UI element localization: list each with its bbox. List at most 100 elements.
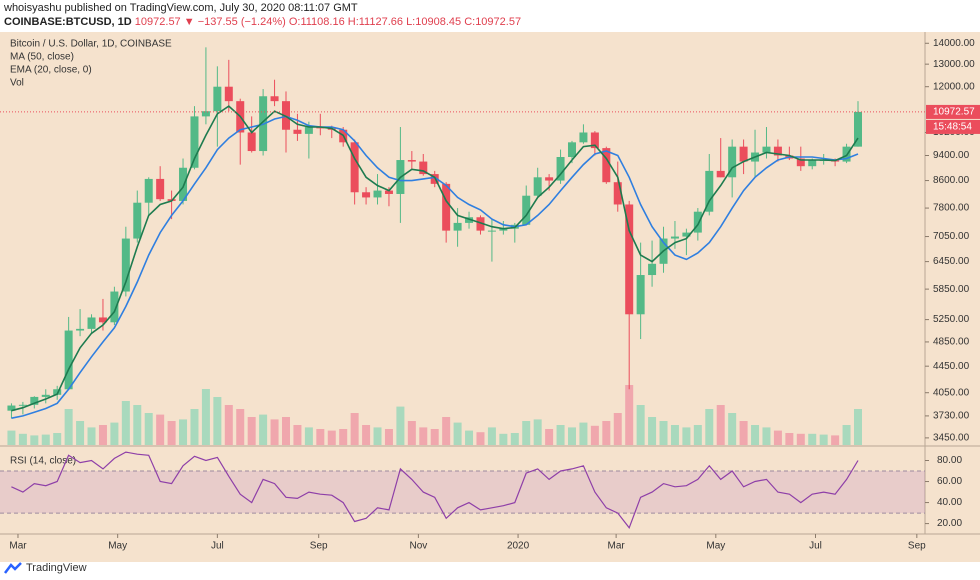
volume-bar: [796, 433, 805, 445]
candle-body: [76, 328, 85, 331]
volume-bar: [728, 413, 737, 445]
candle-body: [121, 238, 130, 292]
candle-body: [224, 86, 233, 102]
candle-body: [476, 217, 485, 231]
candle-body: [442, 183, 451, 231]
y-tick-label: 4850.00: [933, 337, 970, 348]
volume-bar: [602, 421, 611, 445]
volume-bar: [179, 419, 188, 445]
candle-body: [407, 160, 416, 162]
x-tick-label: Nov: [409, 541, 427, 552]
volume-bar: [522, 421, 531, 445]
volume-bar: [705, 409, 714, 445]
volume-bar: [762, 427, 771, 445]
volume-bar: [808, 433, 817, 445]
volume-bar: [190, 409, 199, 445]
candle-body: [144, 178, 153, 203]
x-tick-label: Jul: [211, 541, 224, 552]
y-tick-label: 12000.00: [933, 81, 975, 92]
candle-body: [201, 111, 210, 117]
volume-bar: [339, 429, 348, 445]
candle-body: [156, 178, 165, 200]
legend-ema: EMA (20, close, 0): [10, 65, 92, 76]
candle-body: [247, 132, 256, 152]
candle-body: [567, 142, 576, 158]
background: [0, 32, 980, 562]
ma-line: [11, 105, 859, 412]
candle-body: [796, 158, 805, 167]
candle-body: [682, 232, 691, 237]
candle-body: [384, 190, 393, 194]
volume-bar: [739, 421, 748, 445]
candle-body: [465, 217, 474, 223]
price-label-bg: [926, 104, 980, 119]
candle-body: [487, 230, 496, 232]
footer: TradingView: [4, 562, 87, 574]
legend-rsi: RSI (14, close): [10, 456, 76, 467]
change: ▼ −137.55 (−1.24%): [183, 16, 286, 28]
chart: Bitcoin / U.S. Dollar, 1D, COINBASE MA (…: [0, 32, 980, 562]
volume-bar: [133, 405, 142, 445]
candle-body: [30, 396, 39, 405]
candle-body: [110, 291, 119, 323]
rsi-line: [11, 451, 859, 530]
candle-body: [419, 161, 428, 175]
candle-body: [579, 132, 588, 143]
volume-bar: [659, 421, 668, 445]
volume-bar: [682, 427, 691, 445]
candle-body: [64, 330, 73, 390]
candle-body: [762, 146, 771, 153]
high: H:11127.66: [347, 16, 403, 28]
x-tick-label: Jul: [809, 541, 822, 552]
legend-ma: MA (50, close): [10, 52, 74, 63]
volume-bar: [670, 425, 679, 445]
volume-bar: [419, 427, 428, 445]
candle-body: [373, 190, 382, 198]
volume-bar: [87, 427, 96, 445]
volume-bar: [430, 429, 439, 445]
candle-body: [499, 228, 508, 231]
candle-body: [602, 148, 611, 183]
volume-bar: [648, 417, 657, 445]
volume-bar: [156, 414, 165, 445]
y-tick-label: 4050.00: [933, 387, 970, 398]
volume-bar: [396, 406, 405, 445]
volume-bar: [121, 401, 130, 445]
symbol: COINBASE:BTCUSD, 1D: [4, 16, 132, 28]
candle-body: [190, 116, 199, 168]
volume-bar: [41, 434, 50, 445]
candle-body: [18, 404, 27, 406]
volume-bar: [247, 417, 256, 445]
volume-bar: [384, 429, 393, 445]
volume-bar: [201, 389, 210, 445]
volume-bar: [842, 425, 851, 445]
candle-body: [625, 204, 634, 315]
candle-body: [613, 182, 622, 205]
candle-body: [53, 389, 62, 395]
candle-body: [739, 146, 748, 162]
y-tick-label: 3450.00: [933, 433, 970, 444]
close: C:10972.57: [464, 16, 522, 28]
volume-bar: [236, 409, 245, 445]
candle-body: [670, 236, 679, 239]
volume-bar: [773, 430, 782, 445]
volume-bar: [7, 430, 16, 445]
volume-bar: [533, 419, 542, 445]
candle-body: [705, 170, 714, 212]
volume-bar: [259, 414, 268, 445]
candle-body: [636, 275, 645, 315]
volume-bar: [785, 433, 794, 445]
candle-body: [590, 132, 599, 149]
candle-body: [853, 111, 862, 147]
open: O:11108.16: [288, 16, 345, 28]
brand: TradingView: [26, 562, 87, 574]
candle-body: [773, 146, 782, 156]
candle-body: [556, 157, 565, 181]
rsi-band: [0, 471, 925, 514]
volume-bar: [304, 427, 313, 445]
y-tick-label: 3730.00: [933, 411, 970, 422]
x-tick-label: May: [108, 541, 127, 552]
low: L:10908.45: [406, 16, 462, 28]
candle-body: [304, 127, 313, 134]
volume-bar: [293, 425, 302, 445]
